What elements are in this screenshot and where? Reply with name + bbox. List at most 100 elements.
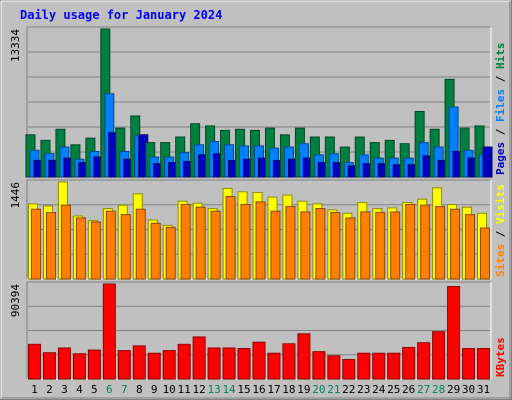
bar-sites-day-23 xyxy=(360,211,371,280)
bar-sites-day-10 xyxy=(165,226,176,280)
bar-sites-day-8 xyxy=(135,208,146,280)
bar-kbytes-day-17 xyxy=(267,352,281,380)
bar-sites-day-9 xyxy=(150,222,161,280)
bar-kbytes-day-4 xyxy=(72,353,86,380)
x-axis-ticks: 1 2 3 4 5 6 7 8 9 10 11 12 13 14 15 16 17 18 19 20 21 22 23 24 2… xyxy=(31,383,490,396)
x-tick-day-3: 3 xyxy=(61,383,68,396)
x-tick-day-29: 29 xyxy=(447,383,460,396)
bar-kbytes-day-15 xyxy=(237,348,251,380)
bar-sites-day-24 xyxy=(375,212,386,280)
bars-hits xyxy=(25,28,493,178)
bar-kbytes-day-18 xyxy=(282,343,296,380)
x-tick-day-20: 20 xyxy=(312,383,325,396)
x-tick-day-21: 21 xyxy=(327,383,340,396)
bar-pages-day-31 xyxy=(482,146,493,178)
x-tick-day-13: 13 xyxy=(207,383,220,396)
legend-part: Visits xyxy=(494,184,507,224)
y-max-label: 1446 xyxy=(9,182,22,209)
x-tick-day-14: 14 xyxy=(222,383,236,396)
legend-part: Pages xyxy=(494,142,507,175)
bar-sites-day-2 xyxy=(45,212,56,280)
legend-part: / xyxy=(494,122,507,142)
bar-sites-day-5 xyxy=(90,221,101,280)
side-legend-kbytes: KBytes xyxy=(494,337,507,377)
bar-kbytes-day-24 xyxy=(372,352,386,380)
x-tick-day-1: 1 xyxy=(31,383,38,396)
bar-sites-day-17 xyxy=(270,210,281,280)
x-tick-day-28: 28 xyxy=(432,383,445,396)
bar-kbytes-day-29 xyxy=(447,286,461,380)
panel-hits: 13334 Pages / Files / Hits xyxy=(9,26,507,178)
x-tick-day-6: 6 xyxy=(106,383,113,396)
x-tick-day-8: 8 xyxy=(136,383,143,396)
x-tick-day-30: 30 xyxy=(462,383,475,396)
bar-kbytes-day-12 xyxy=(192,336,206,380)
x-tick-day-10: 10 xyxy=(163,383,176,396)
bar-kbytes-day-30 xyxy=(462,348,476,380)
x-tick-day-15: 15 xyxy=(237,383,250,396)
bar-sites-day-7 xyxy=(120,214,131,280)
bar-sites-day-15 xyxy=(240,204,251,280)
bar-sites-day-21 xyxy=(330,212,341,280)
bar-kbytes-day-8 xyxy=(132,345,146,380)
bar-sites-day-25 xyxy=(390,211,401,280)
bar-sites-day-22 xyxy=(345,217,356,280)
legend-part: / xyxy=(494,69,507,89)
bars-visits xyxy=(27,181,491,280)
bar-sites-day-19 xyxy=(300,211,311,280)
bar-sites-day-28 xyxy=(435,206,446,280)
x-tick-day-18: 18 xyxy=(282,383,295,396)
bar-kbytes-day-25 xyxy=(387,352,401,380)
bar-kbytes-day-3 xyxy=(57,347,71,380)
x-tick-day-17: 17 xyxy=(267,383,280,396)
x-tick-day-25: 25 xyxy=(387,383,400,396)
bar-kbytes-day-13 xyxy=(207,347,221,380)
bar-sites-day-1 xyxy=(30,208,41,280)
bar-kbytes-day-2 xyxy=(42,352,56,380)
legend-part: KBytes xyxy=(494,337,507,377)
bar-kbytes-day-6 xyxy=(102,283,116,380)
bar-kbytes-day-9 xyxy=(147,352,161,380)
bar-kbytes-day-20 xyxy=(312,351,326,380)
chart-title: Daily usage for January 2024 xyxy=(20,8,222,22)
bar-sites-day-30 xyxy=(465,214,476,280)
bar-sites-day-12 xyxy=(195,206,206,280)
x-tick-day-16: 16 xyxy=(252,383,265,396)
bar-sites-day-3 xyxy=(60,204,71,280)
legend-part: Files xyxy=(494,89,507,122)
bar-sites-day-6 xyxy=(105,210,116,280)
x-tick-day-26: 26 xyxy=(402,383,415,396)
x-tick-day-24: 24 xyxy=(372,383,386,396)
bar-kbytes-day-26 xyxy=(402,346,416,380)
bars-kbytes xyxy=(27,283,491,380)
x-tick-day-19: 19 xyxy=(297,383,310,396)
bar-kbytes-day-1 xyxy=(27,343,41,380)
x-tick-day-5: 5 xyxy=(91,383,98,396)
bar-sites-day-11 xyxy=(180,204,191,280)
bar-kbytes-day-31 xyxy=(477,348,491,380)
bar-kbytes-day-10 xyxy=(162,350,176,380)
bar-kbytes-day-7 xyxy=(117,350,131,380)
x-tick-day-7: 7 xyxy=(121,383,128,396)
legend-part: / xyxy=(494,224,507,244)
x-tick-day-12: 12 xyxy=(193,383,206,396)
panel-kbytes: 90394 KBytes xyxy=(9,281,507,380)
chart-panels: 13334 Pages / Files / Hits 1446 Sites / Vis… xyxy=(9,26,507,380)
x-tick-day-22: 22 xyxy=(342,383,355,396)
bar-sites-day-26 xyxy=(405,204,416,280)
bar-kbytes-day-22 xyxy=(342,359,356,380)
bar-sites-day-16 xyxy=(255,201,266,280)
bar-kbytes-day-5 xyxy=(87,349,101,380)
x-tick-day-23: 23 xyxy=(357,383,370,396)
x-tick-day-31: 31 xyxy=(477,383,490,396)
x-tick-day-4: 4 xyxy=(76,383,83,396)
x-tick-day-2: 2 xyxy=(46,383,53,396)
bar-sites-day-4 xyxy=(75,217,86,280)
bar-kbytes-day-28 xyxy=(432,331,446,380)
bar-sites-day-20 xyxy=(315,208,326,280)
y-max-label: 90394 xyxy=(9,284,22,317)
bar-sites-day-14 xyxy=(225,195,236,280)
bar-kbytes-day-11 xyxy=(177,343,191,380)
x-tick-day-9: 9 xyxy=(151,383,158,396)
